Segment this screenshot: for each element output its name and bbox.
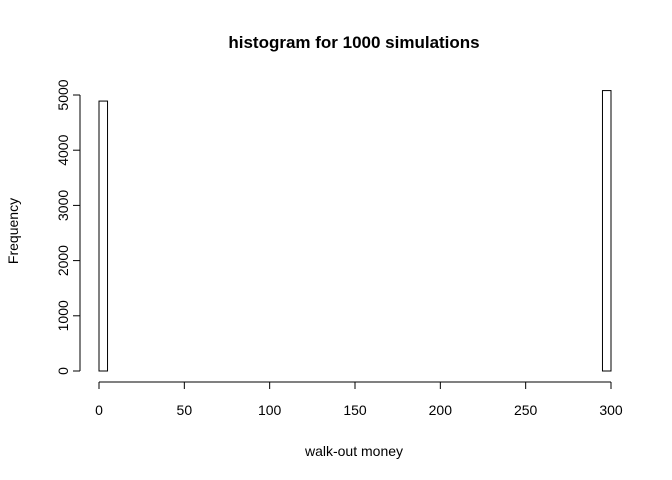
x-tick-label-0: 0 bbox=[95, 402, 103, 418]
x-tick-label-50: 50 bbox=[177, 402, 193, 418]
x-tick-label-200: 200 bbox=[429, 402, 453, 418]
bars-group bbox=[98, 90, 612, 372]
y-tick-label-4000: 4000 bbox=[55, 134, 71, 165]
x-tick-label-150: 150 bbox=[343, 402, 367, 418]
x-tick-label-100: 100 bbox=[258, 402, 282, 418]
x-axis: 0 50 100 150 200 250 300 bbox=[95, 381, 623, 418]
y-tick-label-2000: 2000 bbox=[55, 245, 71, 276]
histogram-bar-59 bbox=[601, 90, 612, 372]
y-tick-label-5000: 5000 bbox=[55, 79, 71, 110]
x-axis-label: walk-out money bbox=[304, 443, 403, 459]
x-tick-label-300: 300 bbox=[599, 402, 623, 418]
x-tick-label-250: 250 bbox=[514, 402, 538, 418]
y-tick-label-0: 0 bbox=[55, 367, 71, 375]
histogram-bar-0 bbox=[98, 100, 109, 372]
chart-title: histogram for 1000 simulations bbox=[228, 33, 479, 52]
y-axis-label: Frequency bbox=[5, 198, 21, 264]
y-tick-label-1000: 1000 bbox=[55, 300, 71, 331]
y-axis: 0 1000 2000 3000 4000 5000 bbox=[55, 79, 81, 375]
y-tick-label-3000: 3000 bbox=[55, 190, 71, 221]
